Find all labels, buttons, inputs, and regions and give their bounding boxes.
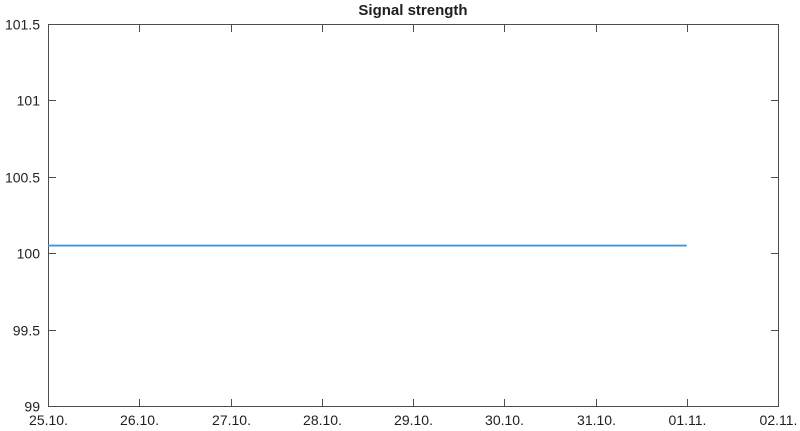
- x-tick-label: 28.10.: [303, 412, 342, 428]
- y-tick-label: 100.5: [5, 170, 40, 186]
- x-tick-label: 25.10.: [29, 412, 68, 428]
- x-tick-label: 01.11.: [669, 412, 707, 428]
- x-tick-label: 31.10.: [577, 412, 616, 428]
- axes-box: [48, 24, 779, 407]
- y-tick-label: 99.5: [13, 323, 40, 339]
- y-tick-label: 100: [17, 246, 41, 262]
- x-tick-label: 27.10.: [212, 412, 251, 428]
- y-tick-label: 101.5: [5, 17, 40, 33]
- chart-title: Signal strength: [358, 2, 468, 19]
- y-tick-label: 99: [24, 399, 40, 415]
- y-tick-label: 101: [17, 93, 41, 109]
- x-tick-label: 29.10.: [394, 412, 433, 428]
- x-tick-label: 02.11.: [760, 412, 798, 428]
- x-tick-label: 26.10.: [120, 412, 159, 428]
- x-tick-label: 30.10.: [485, 412, 524, 428]
